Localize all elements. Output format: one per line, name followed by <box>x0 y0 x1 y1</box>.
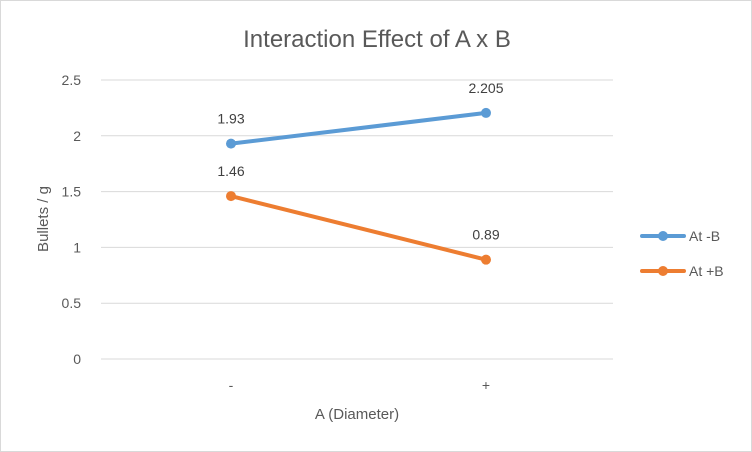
legend-label-1: At +B <box>689 263 724 279</box>
data-label-1-0: 1.46 <box>217 163 244 179</box>
legend-marker-1 <box>658 266 668 276</box>
series-layer: 1.93 2.205 1.46 0.89 <box>217 80 504 265</box>
y-tick-label-0: 0 <box>73 351 81 367</box>
data-point-0-0 <box>226 138 236 149</box>
y-tick-label-5: 2.5 <box>62 72 82 88</box>
chart-title: Interaction Effect of A x B <box>243 26 511 53</box>
y-axis-ticks: 0 0.5 1 1.5 2 2.5 <box>62 72 82 367</box>
series-line-1 <box>229 194 488 262</box>
y-axis-label: Bullets / g <box>35 186 52 252</box>
y-tick-label-1: 0.5 <box>62 295 82 311</box>
data-label-0-1: 2.205 <box>468 80 503 96</box>
x-tick-label-0: - <box>229 377 234 393</box>
legend-marker-0 <box>658 231 668 241</box>
data-label-1-1: 0.89 <box>472 227 499 243</box>
x-tick-label-1: + <box>482 377 490 393</box>
y-tick-label-3: 1.5 <box>62 184 82 200</box>
x-axis-label: A (Diameter) <box>315 406 399 423</box>
data-point-1-0 <box>226 191 236 202</box>
legend: At -B At +B <box>640 228 724 279</box>
series-line-0 <box>229 110 488 146</box>
data-point-1-1 <box>481 254 491 265</box>
data-point-0-1 <box>481 107 491 118</box>
x-axis-ticks: - + <box>229 377 490 393</box>
y-tick-label-4: 2 <box>73 128 81 144</box>
gridlines <box>101 79 613 360</box>
data-label-0-0: 1.93 <box>217 111 244 127</box>
y-tick-label-2: 1 <box>73 239 81 255</box>
legend-label-0: At -B <box>689 228 720 244</box>
